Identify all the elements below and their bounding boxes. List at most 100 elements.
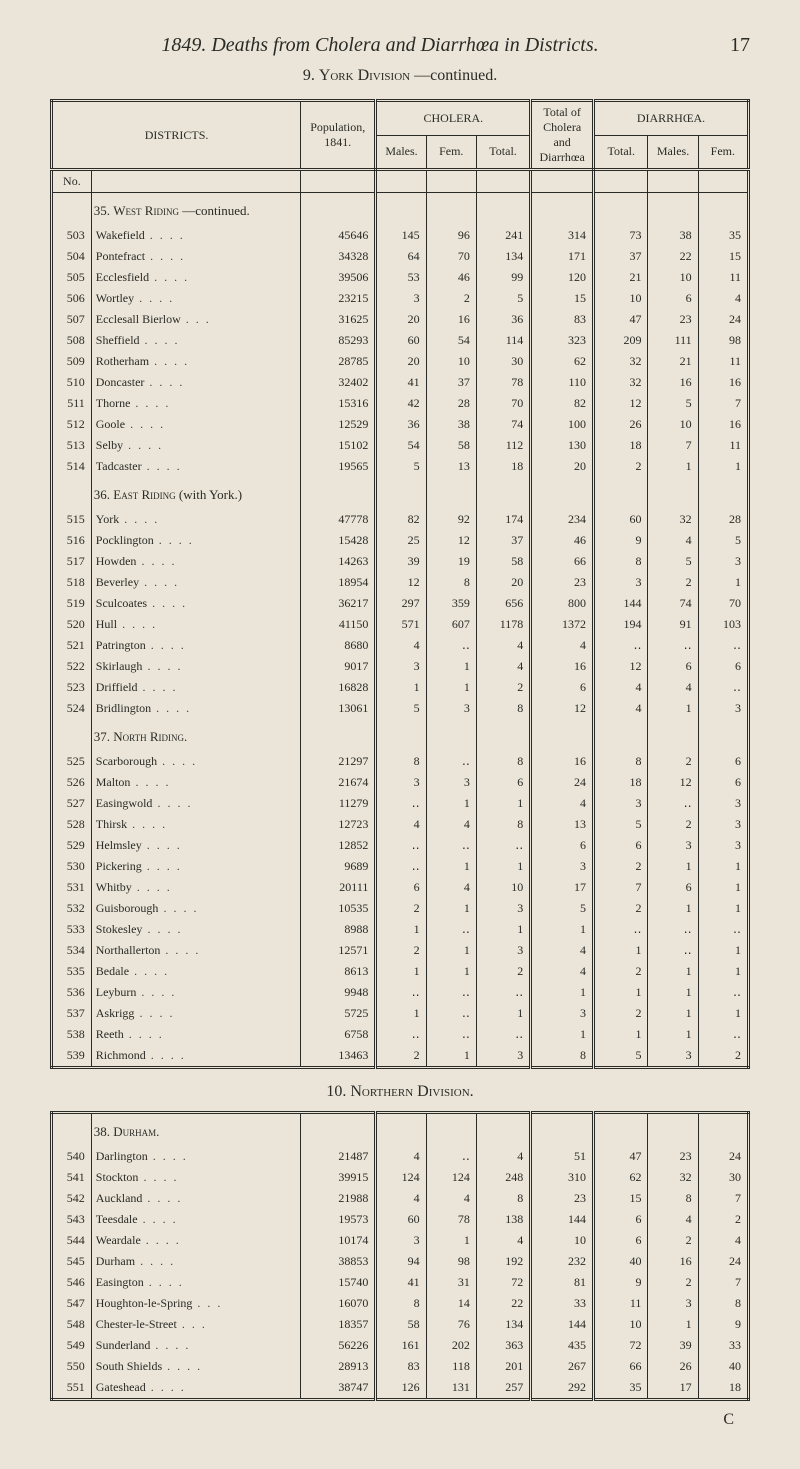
cell-total: 4 [531, 961, 594, 982]
cell-chol-f: 4 [426, 814, 476, 835]
cell-chol-m: 5 [376, 456, 426, 477]
cell-chol-m: 4 [376, 1146, 426, 1167]
cell-chol-t: 192 [476, 1251, 530, 1272]
cell-chol-t: 656 [476, 593, 530, 614]
cell-chol-f: ‥ [426, 1003, 476, 1024]
cell-pop: 41150 [301, 614, 376, 635]
cell-diarr-t: 26 [594, 414, 648, 435]
cell-pop: 11279 [301, 793, 376, 814]
cell-diarr-t: 12 [594, 656, 648, 677]
cell-no: 527 [52, 793, 92, 814]
cell-chol-f: 38 [426, 414, 476, 435]
cell-diarr-m: 23 [648, 1146, 698, 1167]
cell-pop: 36217 [301, 593, 376, 614]
table-row: 514Tadcaster195655131820211 [52, 456, 749, 477]
cell-chol-f: 118 [426, 1356, 476, 1377]
cell-diarr-m: 7 [648, 435, 698, 456]
table-row: 515York477788292174234603228 [52, 509, 749, 530]
cell-chol-t: 10 [476, 877, 530, 898]
cell-diarr-f: 1 [698, 456, 748, 477]
cell-chol-f: 359 [426, 593, 476, 614]
cell-chol-m: 4 [376, 635, 426, 656]
table-row: 523Driffield16828112644‥ [52, 677, 749, 698]
cell-diarr-m: 1 [648, 698, 698, 719]
cell-chol-t: 1 [476, 856, 530, 877]
cell-diarr-f: 3 [698, 551, 748, 572]
cell-chol-m: 83 [376, 1356, 426, 1377]
cell-diarr-t: 11 [594, 1293, 648, 1314]
cell-diarr-f: 33 [698, 1335, 748, 1356]
cell-chol-m: 4 [376, 814, 426, 835]
table-row: 512Goole12529363874100261016 [52, 414, 749, 435]
cell-pop: 14263 [301, 551, 376, 572]
table-row: 534Northallerton1257121341‥1 [52, 940, 749, 961]
cell-total: 1 [531, 1024, 594, 1045]
cell-diarr-m: 22 [648, 246, 698, 267]
cell-total: 33 [531, 1293, 594, 1314]
cell-no: 503 [52, 225, 92, 246]
cell-pop: 8680 [301, 635, 376, 656]
col-districts: DISTRICTS. [52, 101, 301, 170]
cell-chol-m: 297 [376, 593, 426, 614]
cell-chol-t: 3 [476, 898, 530, 919]
table-row: 528Thirsk1272344813523 [52, 814, 749, 835]
cell-chol-f: 54 [426, 330, 476, 351]
cell-pop: 56226 [301, 1335, 376, 1356]
cell-total: 292 [531, 1377, 594, 1400]
cell-pop: 15102 [301, 435, 376, 456]
cell-district: Chester-le-Street [91, 1314, 300, 1335]
cell-chol-f: 1 [426, 656, 476, 677]
table-row: 529Helmsley12852‥‥‥6633 [52, 835, 749, 856]
col-chol-total: Total. [476, 135, 530, 170]
table-northern: 38. Durham.540Darlington214874‥451472324… [50, 1111, 750, 1401]
cell-total: 51 [531, 1146, 594, 1167]
cell-diarr-f: 18 [698, 1377, 748, 1400]
cell-diarr-f: 7 [698, 1272, 748, 1293]
cell-diarr-m: 5 [648, 393, 698, 414]
cell-district: Bridlington [91, 698, 300, 719]
cell-chol-f: 31 [426, 1272, 476, 1293]
cell-chol-m: 58 [376, 1314, 426, 1335]
table-row: 549Sunderland56226161202363435723933 [52, 1335, 749, 1356]
table-row: 535Bedale86131124211 [52, 961, 749, 982]
cell-diarr-f: 6 [698, 772, 748, 793]
cell-chol-f: 1 [426, 677, 476, 698]
cell-pop: 34328 [301, 246, 376, 267]
cell-pop: 38747 [301, 1377, 376, 1400]
cell-chol-f: 4 [426, 1188, 476, 1209]
cell-diarr-f: ‥ [698, 1024, 748, 1045]
cell-pop: 32402 [301, 372, 376, 393]
cell-chol-m: 2 [376, 940, 426, 961]
cell-chol-t: 4 [476, 635, 530, 656]
cell-district: Reeth [91, 1024, 300, 1045]
cell-no: 509 [52, 351, 92, 372]
cell-diarr-m: 10 [648, 267, 698, 288]
cell-diarr-f: 11 [698, 267, 748, 288]
cell-diarr-t: 5 [594, 814, 648, 835]
cell-diarr-f: 35 [698, 225, 748, 246]
cell-chol-m: 60 [376, 330, 426, 351]
cell-no: 548 [52, 1314, 92, 1335]
cell-pop: 28785 [301, 351, 376, 372]
cell-diarr-f: 6 [698, 751, 748, 772]
cell-chol-m: 54 [376, 435, 426, 456]
cell-total: 144 [531, 1314, 594, 1335]
cell-pop: 21297 [301, 751, 376, 772]
cell-chol-t: 2 [476, 677, 530, 698]
cell-diarr-f: 16 [698, 414, 748, 435]
cell-diarr-t: 4 [594, 698, 648, 719]
cell-diarr-t: 209 [594, 330, 648, 351]
cell-no: 545 [52, 1251, 92, 1272]
cell-diarr-t: 2 [594, 1003, 648, 1024]
cell-diarr-f: 1 [698, 1003, 748, 1024]
cell-no: 539 [52, 1045, 92, 1068]
cell-diarr-t: 1 [594, 982, 648, 1003]
table-row: 547Houghton-le-Spring1607081422331138 [52, 1293, 749, 1314]
cell-no: 540 [52, 1146, 92, 1167]
cell-total: 120 [531, 267, 594, 288]
cell-diarr-f: 24 [698, 1146, 748, 1167]
cell-chol-t: 37 [476, 530, 530, 551]
cell-chol-t: 201 [476, 1356, 530, 1377]
cell-diarr-t: 2 [594, 961, 648, 982]
cell-diarr-t: 8 [594, 551, 648, 572]
